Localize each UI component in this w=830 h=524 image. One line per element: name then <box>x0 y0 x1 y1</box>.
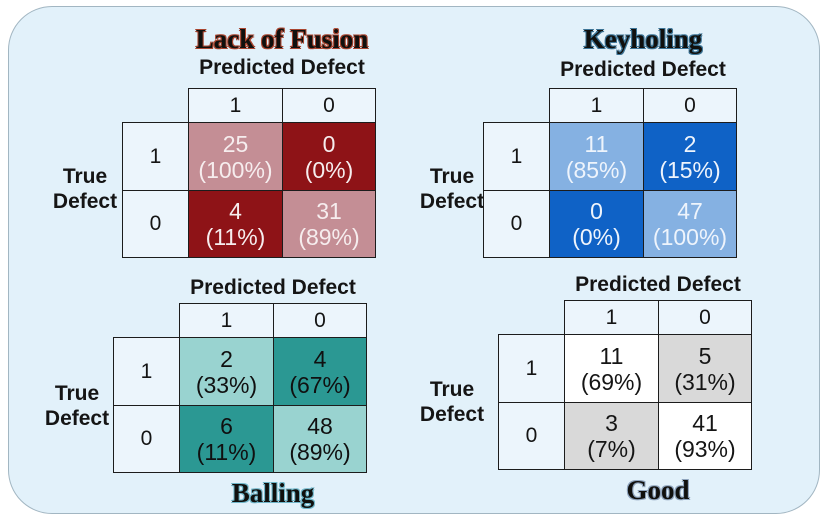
matrix-cell: 41 (93%) <box>658 402 752 470</box>
corner-cell <box>122 88 188 122</box>
cell-count: 48 <box>307 413 333 439</box>
matrix-cell: 11 (69%) <box>564 334 658 402</box>
cell-count: 41 <box>692 410 718 436</box>
matrix-cell: 4 (67%) <box>273 337 367 405</box>
matrix-cell: 2 (33%) <box>179 337 273 405</box>
col-label: 0 <box>273 303 367 337</box>
cell-count: 25 <box>222 130 249 157</box>
cell-percent: (67%) <box>289 371 351 398</box>
confusion-matrix-good: 1 0 1 11 (69%) 5 (31%) 0 3 (7%) 41 (93%) <box>498 300 752 470</box>
matrix-title-keyholing: Keyholing <box>583 24 703 54</box>
matrix-cell: 5 (31%) <box>658 334 752 402</box>
true-defect-label: True Defect <box>52 165 118 213</box>
cell-percent: (93%) <box>674 436 736 462</box>
col-label: 1 <box>564 300 658 334</box>
cell-percent: (11%) <box>196 439 257 465</box>
row-label: 0 <box>483 190 549 258</box>
cell-percent: (100%) <box>198 156 273 183</box>
cell-percent: (69%) <box>580 368 643 395</box>
cell-percent: (33%) <box>195 371 258 398</box>
cell-count: 4 <box>229 198 242 224</box>
cell-percent: (15%) <box>659 156 721 183</box>
cell-count: 2 <box>683 130 697 157</box>
matrix-cell: 2 (15%) <box>643 122 737 190</box>
corner-cell <box>498 300 564 334</box>
cell-count: 4 <box>313 345 327 372</box>
col-label: 0 <box>658 300 752 334</box>
cell-count: 11 <box>599 342 624 369</box>
matrix-cell: 4 (11%) <box>188 190 282 258</box>
matrix-cell: 48 (89%) <box>273 405 367 473</box>
cell-percent: (11%) <box>205 224 266 250</box>
row-label: 1 <box>498 334 564 402</box>
col-label: 1 <box>179 303 273 337</box>
cell-count: 11 <box>584 130 609 157</box>
cell-percent: (31%) <box>674 368 736 395</box>
matrix-title-balling: Balling <box>231 478 315 508</box>
cell-count: 47 <box>677 198 703 224</box>
row-label: 0 <box>113 405 179 473</box>
row-label: 1 <box>113 337 179 405</box>
cell-percent: (100%) <box>652 224 728 250</box>
cell-count: 0 <box>590 198 603 224</box>
confusion-matrix-keyholing: 1 0 1 11 (85%) 2 (15%) 0 0 (0%) 47 (100%… <box>483 88 737 258</box>
cell-count: 6 <box>220 413 233 439</box>
matrix-cell: 11 (85%) <box>549 122 643 190</box>
predicted-defect-label: Predicted Defect <box>190 276 356 299</box>
col-label: 0 <box>282 88 376 122</box>
row-label: 0 <box>122 190 188 258</box>
true-defect-label: True Defect <box>44 382 110 430</box>
corner-cell <box>483 88 549 122</box>
matrix-cell: 0 (0%) <box>282 122 376 190</box>
cell-percent: (85%) <box>565 156 628 183</box>
corner-cell <box>113 303 179 337</box>
matrix-cell: 47 (100%) <box>643 190 737 258</box>
cell-percent: (0%) <box>572 224 621 250</box>
matrix-cell: 31 (89%) <box>282 190 376 258</box>
true-defect-label: True Defect <box>419 378 485 426</box>
row-label: 0 <box>498 402 564 470</box>
confusion-matrix-balling: 1 0 1 2 (33%) 4 (67%) 0 6 (11%) 48 (89%) <box>113 303 367 473</box>
predicted-defect-label: Predicted Defect <box>575 273 741 296</box>
matrix-cell: 0 (0%) <box>549 190 643 258</box>
col-label: 1 <box>188 88 282 122</box>
matrix-cell: 25 (100%) <box>188 122 282 190</box>
predicted-defect-label: Predicted Defect <box>560 58 726 81</box>
cell-count: 2 <box>220 345 233 372</box>
col-label: 1 <box>549 88 643 122</box>
cell-percent: (89%) <box>289 439 351 465</box>
cell-percent: (7%) <box>587 436 636 462</box>
matrix-title-lack-of-fusion: Lack of Fusion <box>195 24 369 54</box>
cell-percent: (0%) <box>304 156 354 183</box>
cell-count: 3 <box>605 410 618 436</box>
matrix-title-good: Good <box>626 475 690 505</box>
cell-count: 0 <box>322 130 336 157</box>
col-label: 0 <box>643 88 737 122</box>
confusion-matrix-lack-of-fusion: 1 0 1 25 (100%) 0 (0%) 0 4 (11%) 31 (89%… <box>122 88 376 258</box>
cell-count: 31 <box>316 198 342 224</box>
row-label: 1 <box>122 122 188 190</box>
cell-percent: (89%) <box>298 224 360 250</box>
row-label: 1 <box>483 122 549 190</box>
cell-count: 5 <box>698 342 712 369</box>
matrix-cell: 3 (7%) <box>564 402 658 470</box>
matrix-cell: 6 (11%) <box>179 405 273 473</box>
true-defect-label: True Defect <box>419 165 485 213</box>
predicted-defect-label: Predicted Defect <box>199 56 365 79</box>
